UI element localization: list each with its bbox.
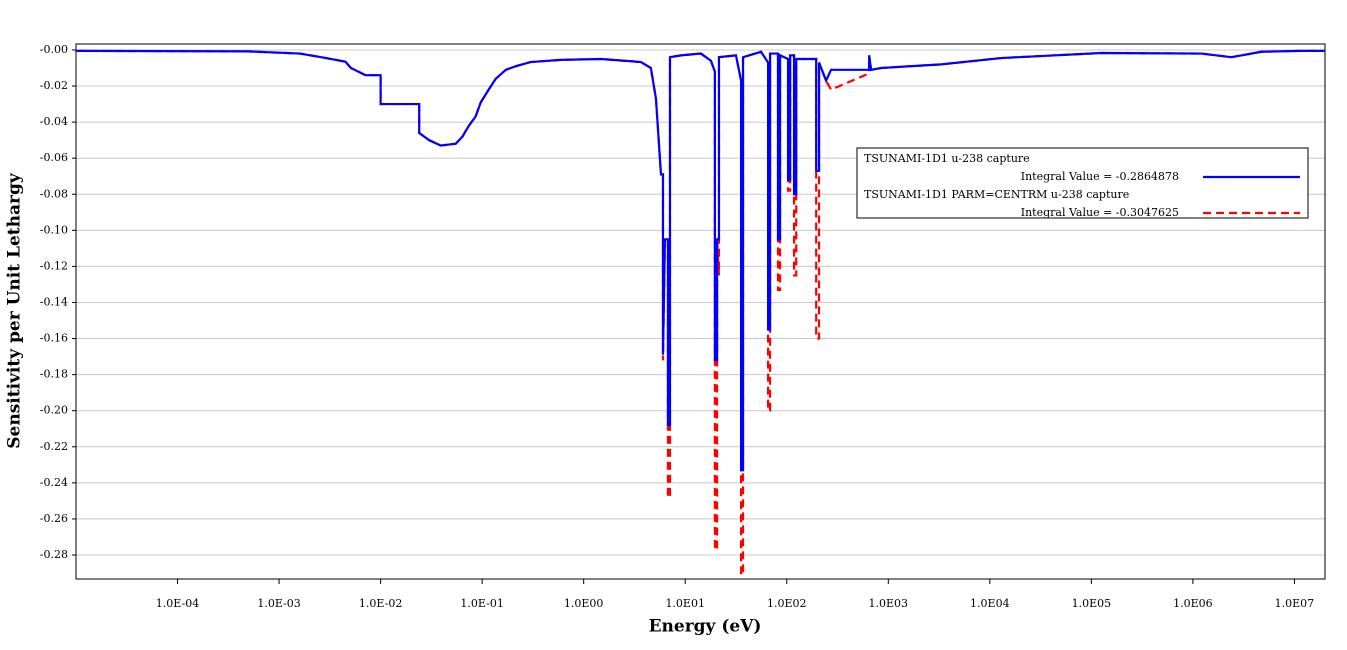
plot-frame xyxy=(75,43,1326,580)
x-tick-label: 1.0E-02 xyxy=(359,597,402,610)
x-tick-label: 1.0E-04 xyxy=(156,597,199,610)
x-tick-label: 1.0E01 xyxy=(665,597,705,610)
y-tick-label: -0.10 xyxy=(40,223,68,236)
legend-integral: Integral Value = -0.3047625 xyxy=(1021,206,1179,219)
x-tick-label: 1.0E07 xyxy=(1275,597,1315,610)
y-tick-label: -0.12 xyxy=(40,259,68,272)
y-tick-label: -0.06 xyxy=(40,151,68,164)
y-tick-label: -0.22 xyxy=(40,440,68,453)
y-tick-label: -0.16 xyxy=(40,332,68,345)
y-tick-label: -0.20 xyxy=(40,404,68,417)
x-tick-label: 1.0E04 xyxy=(970,597,1010,610)
y-tick-label: -0.14 xyxy=(40,295,68,308)
x-tick-label: 1.0E05 xyxy=(1072,597,1112,610)
y-tick-label: -0.08 xyxy=(40,187,68,200)
x-tick-label: 1.0E02 xyxy=(767,597,807,610)
legend-label: TSUNAMI-1D1 PARM=CENTRM u-238 capture xyxy=(864,188,1129,201)
y-tick-label: -0.26 xyxy=(40,512,68,525)
legend-box xyxy=(856,147,1309,219)
legend-label: TSUNAMI-1D1 u-238 capture xyxy=(864,152,1030,165)
legend-integral: Integral Value = -0.2864878 xyxy=(1021,170,1179,183)
y-tick-label: -0.00 xyxy=(40,43,68,56)
y-tick-label: -0.04 xyxy=(40,115,68,128)
x-tick-label: 1.0E00 xyxy=(564,597,604,610)
x-axis-title: Energy (eV) xyxy=(649,617,762,637)
y-tick-label: -0.18 xyxy=(40,368,68,381)
x-tick-label: 1.0E06 xyxy=(1173,597,1213,610)
x-tick-label: 1.0E03 xyxy=(869,597,909,610)
y-tick-label: -0.02 xyxy=(40,79,68,92)
y-tick-label: -0.28 xyxy=(40,548,68,561)
y-axis-title: Sensitivity per Unit Lethargy xyxy=(5,172,25,449)
y-tick-label: -0.24 xyxy=(40,476,68,489)
series-line xyxy=(75,49,1325,472)
x-tick-label: 1.0E-03 xyxy=(257,597,300,610)
x-tick-label: 1.0E-01 xyxy=(460,597,503,610)
series-line xyxy=(75,49,1325,576)
